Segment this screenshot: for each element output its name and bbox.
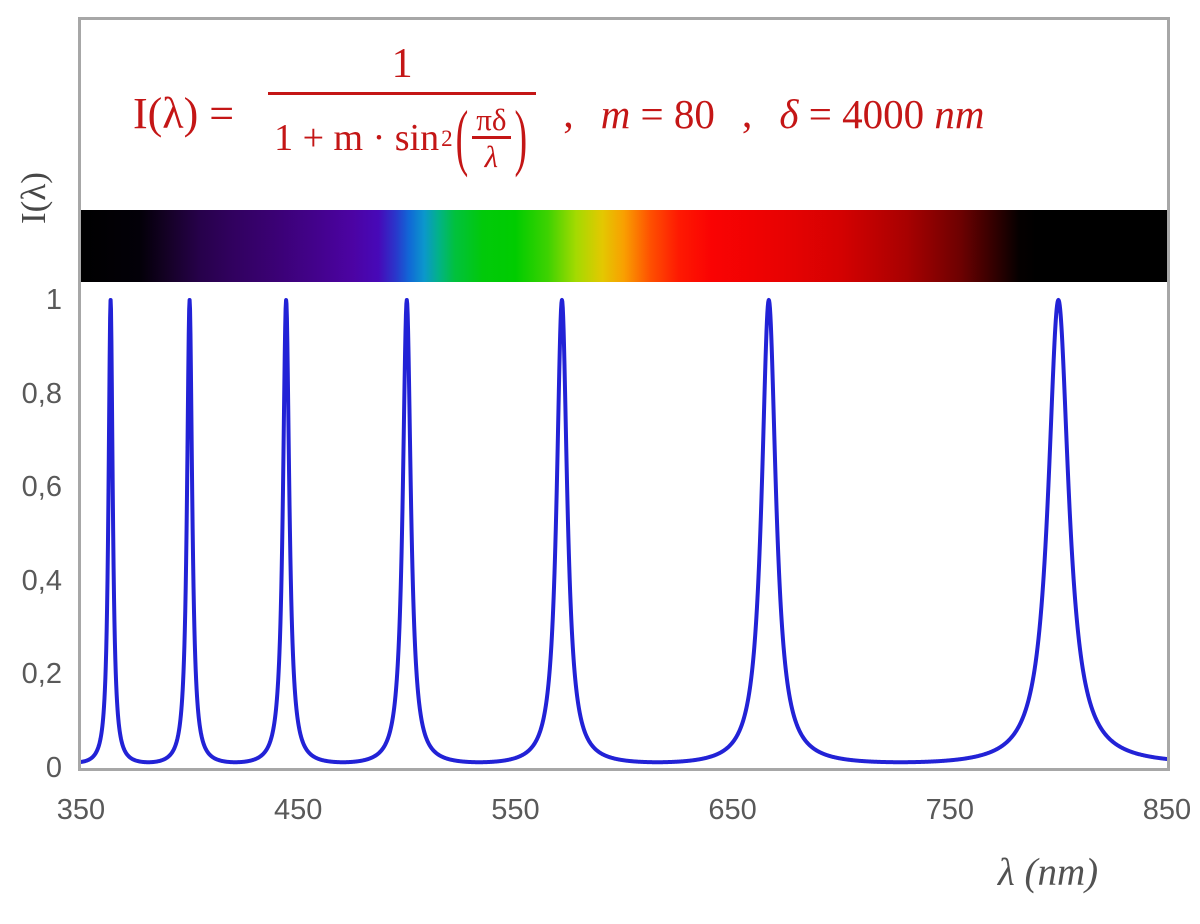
y-axis-title-text: I(λ) (14, 172, 53, 224)
condition-m: m = 80 (601, 90, 715, 138)
formula-fraction: 1 1 + m · sin 2 ( πδ λ ) (268, 36, 537, 180)
y-tick-label: 0 (45, 752, 62, 784)
plot-area: I(λ) = 1 1 + m · sin 2 ( πδ λ ) , m = 80 … (78, 17, 1170, 771)
x-tick-label: 750 (925, 794, 974, 826)
fraction-denominator: 1 + m · sin 2 ( πδ λ ) (268, 95, 536, 180)
x-axis-title: λ (nm) (997, 851, 1099, 894)
inner-fraction: πδ λ (472, 102, 511, 174)
visible-spectrum-strip (81, 210, 1167, 282)
x-tick-label: 650 (708, 794, 757, 826)
variable-delta: δ (779, 90, 799, 137)
inner-fraction-bar (472, 136, 511, 139)
variable-m: m (600, 90, 631, 137)
unit-nm: nm (934, 90, 985, 137)
value-delta: = 4000 (798, 90, 935, 137)
intensity-curve-path (81, 298, 1167, 765)
formula: I(λ) = 1 1 + m · sin 2 ( πδ λ ) , m = 80 … (133, 36, 984, 180)
denominator-prefix: 1 + m · sin (274, 117, 440, 160)
inner-numerator: πδ (476, 102, 507, 137)
y-tick-label: 0,6 (21, 471, 62, 504)
inner-denominator: λ (484, 138, 499, 174)
formula-lhs: I(λ) = (133, 89, 235, 139)
y-tick-label: 0,4 (21, 564, 62, 597)
x-tick-label: 350 (56, 794, 106, 826)
condition-delta: δ = 4000 nm (779, 90, 984, 138)
x-tick-label: 450 (273, 794, 323, 826)
intensity-curve (81, 298, 1167, 765)
open-paren: ( (455, 97, 469, 180)
formula-comma-1: , (563, 90, 574, 137)
y-axis-title: I(λ) (6, 148, 62, 248)
x-tick-label: 850 (1142, 794, 1192, 826)
y-tick-label: 1 (45, 284, 62, 316)
y-tick-label: 0,8 (21, 377, 62, 410)
fraction-bar (268, 92, 537, 95)
fraction-numerator: 1 (391, 41, 413, 87)
value-m: = 80 (630, 90, 715, 137)
y-tick-label: 0,2 (21, 658, 62, 691)
sin-exponent: 2 (441, 125, 453, 151)
x-tick-label: 550 (491, 794, 540, 826)
formula-comma-2: , (741, 90, 753, 137)
close-paren: ) (514, 97, 528, 180)
